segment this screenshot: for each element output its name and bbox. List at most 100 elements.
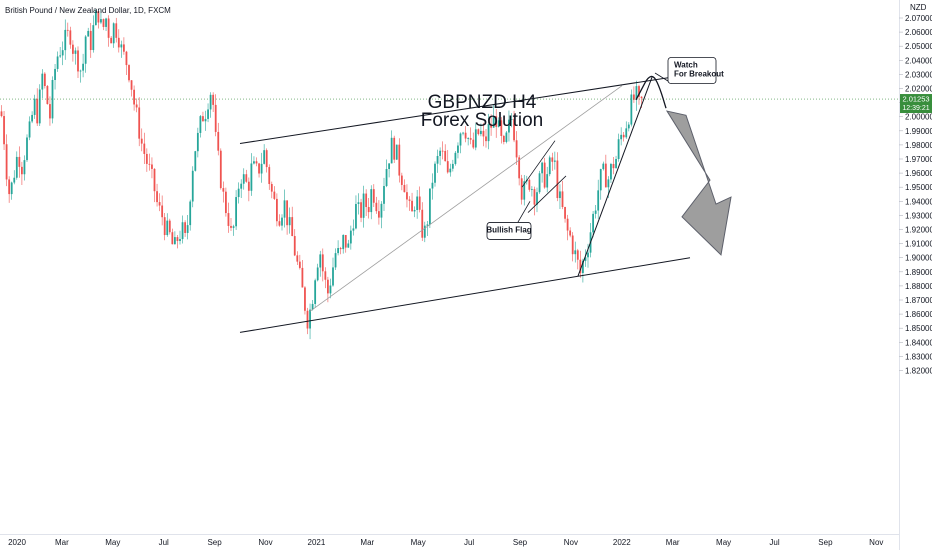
y-tick-label: 2.06000: [905, 28, 932, 37]
candle-body: [378, 211, 380, 218]
candle-body: [576, 250, 579, 260]
candle-body: [230, 225, 232, 228]
candle-body: [115, 23, 118, 38]
y-tick-label: 1.95000: [905, 183, 932, 192]
candle-body: [398, 144, 401, 176]
bar-countdown: 12:39:21: [902, 105, 929, 112]
flag-lower-line: [527, 175, 567, 213]
candle-body: [304, 287, 306, 311]
candle-body: [74, 50, 77, 54]
candle-body: [242, 174, 245, 184]
candle-body: [332, 267, 334, 286]
candle-body: [393, 137, 396, 160]
candle-body: [21, 166, 23, 175]
x-tick-label: Mar: [55, 538, 69, 547]
candle-body: [5, 144, 8, 180]
candle-body: [41, 73, 44, 90]
x-tick-label: Nov: [869, 538, 883, 547]
bullish-flag-text: Bullish Flag: [486, 225, 531, 234]
candle-body: [523, 181, 526, 200]
candle-body: [145, 153, 148, 164]
candle-body: [597, 190, 600, 211]
candle-body: [321, 254, 324, 272]
candle-body: [291, 217, 294, 237]
candle-body: [543, 162, 546, 188]
candle-body: [339, 248, 342, 250]
candle-body: [370, 189, 373, 213]
candle-body: [140, 138, 143, 144]
candle-body: [531, 189, 533, 190]
x-tick-label: Jul: [769, 538, 779, 547]
candle-body: [467, 138, 470, 139]
candle-body: [125, 51, 128, 66]
candle-body: [571, 235, 574, 255]
candle-body: [296, 255, 299, 262]
candle-body: [457, 145, 459, 153]
candle-body: [138, 107, 141, 139]
candle-body: [625, 128, 628, 138]
candle-body: [10, 182, 13, 195]
candle-body: [408, 199, 411, 201]
candle-body: [273, 191, 276, 199]
candle-body: [324, 271, 327, 280]
candle-body: [319, 254, 322, 268]
candle-body: [546, 174, 549, 188]
candle-body: [268, 167, 271, 185]
candle-body: [77, 50, 79, 72]
candle-body: [79, 70, 82, 72]
candle-body: [13, 177, 16, 183]
y-tick-label: 1.91000: [905, 240, 932, 249]
x-tick-label: Jul: [159, 538, 169, 547]
candle-body: [464, 132, 467, 139]
candle-body: [102, 19, 105, 27]
x-tick-label: May: [411, 538, 426, 547]
candle-body: [130, 80, 133, 90]
candle-body: [82, 63, 84, 71]
candle-body: [462, 132, 464, 134]
candle-body: [161, 205, 164, 218]
candle-body: [306, 310, 309, 329]
candle-body: [128, 65, 130, 81]
y-tick-label: 1.96000: [905, 169, 932, 178]
candle-body: [592, 213, 594, 233]
candle-body: [64, 29, 67, 51]
bullish-flag-callout: Bullish Flag: [486, 201, 532, 240]
last-price-value: 2.01253: [902, 95, 929, 104]
candle-body: [459, 133, 462, 146]
candle-body: [610, 163, 612, 180]
projection-curve: [635, 75, 667, 109]
candle-body: [209, 94, 212, 110]
candle-body: [403, 184, 406, 193]
candle-body: [413, 209, 416, 212]
candle-body: [561, 191, 564, 208]
x-tick-label: 2022: [613, 538, 631, 547]
candle-body: [510, 119, 513, 120]
price-axis[interactable]: NZD 2.07000 2.06000 2.05000 2.04000 2.03000 2…: [899, 0, 932, 550]
candle-body: [255, 161, 258, 164]
candle-body: [286, 200, 288, 226]
candle-body: [388, 163, 390, 170]
candle-body: [105, 18, 107, 27]
candle-body: [541, 162, 543, 174]
candle-body: [599, 169, 602, 191]
time-axis[interactable]: 2020 Mar May Jul Sep Nov 2021 Mar May Jul Sep Nov 20…: [0, 534, 899, 548]
candle-body: [23, 160, 26, 175]
candle-body: [94, 11, 97, 26]
y-tick-label: 2.00000: [905, 113, 932, 122]
candle-body: [365, 193, 368, 208]
candle-body: [8, 179, 11, 195]
candle-body: [179, 239, 181, 241]
candle-body: [582, 260, 584, 274]
candle-body: [163, 217, 166, 236]
candle-body: [518, 157, 521, 179]
candle-body: [176, 237, 179, 241]
x-tick-label: Sep: [513, 538, 528, 547]
candle-body: [357, 202, 360, 204]
candle-body: [107, 18, 110, 38]
candle-body: [171, 232, 174, 245]
candle-body: [612, 163, 615, 169]
watch-breakout-text-2: For Breakout: [674, 69, 724, 78]
candle-body: [502, 135, 505, 142]
candle-body: [260, 163, 263, 174]
